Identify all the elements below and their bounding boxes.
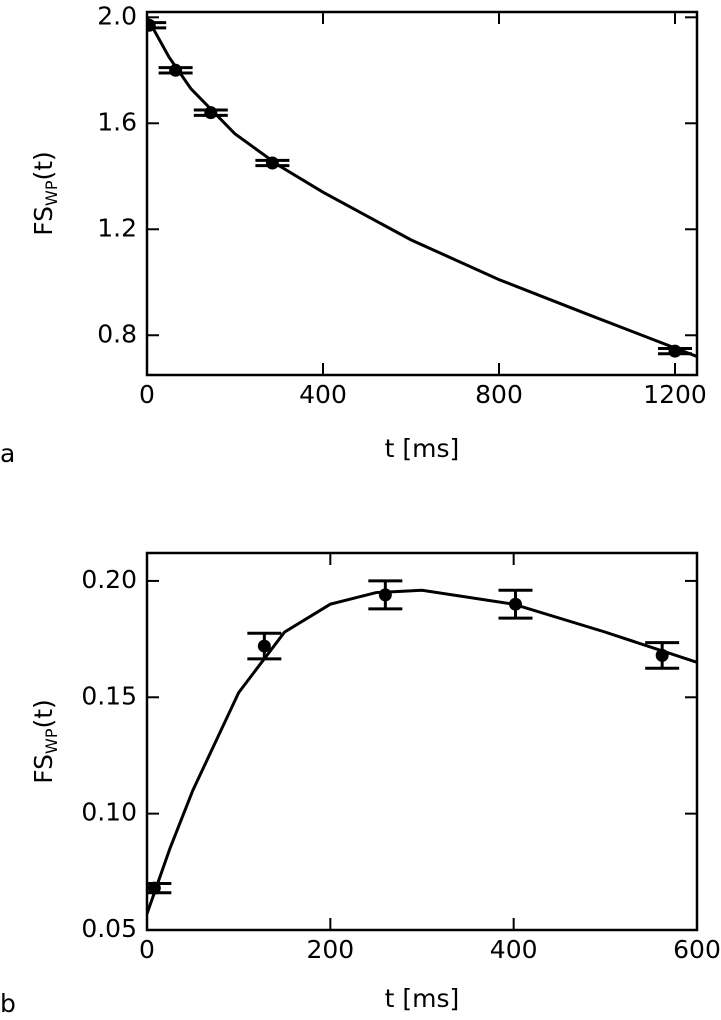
y-tick-label: 0.05 xyxy=(81,914,137,943)
data-point xyxy=(668,344,682,358)
y-axis-title: FSWP(t) xyxy=(29,151,61,236)
plot-frame xyxy=(145,10,699,377)
x-tick-label: 800 xyxy=(475,380,523,409)
y-tick-label: 1.2 xyxy=(97,213,137,242)
data-point xyxy=(655,648,669,662)
fit-line xyxy=(147,588,697,915)
x-tick-label: 0 xyxy=(139,380,155,409)
y-tick-label: 1.6 xyxy=(97,107,137,136)
data-point xyxy=(147,881,161,895)
y-tick-label: 0.15 xyxy=(81,681,137,710)
y-axis-title-sub: WP xyxy=(42,180,61,206)
y-tick-label: 2.0 xyxy=(97,1,137,30)
panel: 0 400 800 1200 2.0 1.6 1.2 0.8 t [ms] a FSWP(t) xyxy=(0,1,707,468)
y-tick-label: 0.10 xyxy=(81,798,137,827)
data-point xyxy=(509,597,522,611)
y-axis-title-main: FS xyxy=(29,206,58,236)
panel-label: b xyxy=(0,989,16,1018)
x-tick-label: 400 xyxy=(490,935,538,964)
y-axis-title-main: FS xyxy=(29,754,58,784)
panel-label: a xyxy=(0,439,15,468)
x-tick-label: 400 xyxy=(299,380,347,409)
y-tick-label: 0.8 xyxy=(97,319,137,348)
panel: 0 200 400 600 0.20 0.15 0.10 0.05 t [ms] b FSWP(t) xyxy=(0,551,721,1018)
y-axis-title-end: (t) xyxy=(29,151,58,180)
x-tick-label: 1200 xyxy=(643,380,707,409)
y-axis-title: FSWP(t) xyxy=(29,699,61,784)
y-axis-title-end: (t) xyxy=(29,699,58,728)
data-point xyxy=(204,106,218,120)
x-axis-title: t [ms] xyxy=(385,434,460,463)
plot-frame xyxy=(145,551,699,932)
data-point xyxy=(257,639,271,653)
x-tick-label: 0 xyxy=(139,935,155,964)
y-axis-title-sub: WP xyxy=(42,728,61,754)
y-tick-label: 0.20 xyxy=(81,565,137,594)
data-point xyxy=(265,156,279,170)
data-point xyxy=(378,588,392,602)
data-point xyxy=(147,18,156,32)
x-axis-title: t [ms] xyxy=(385,984,460,1013)
fit-line xyxy=(147,16,697,358)
x-tick-label: 600 xyxy=(673,935,721,964)
data-point xyxy=(169,63,183,77)
x-tick-label: 200 xyxy=(306,935,354,964)
